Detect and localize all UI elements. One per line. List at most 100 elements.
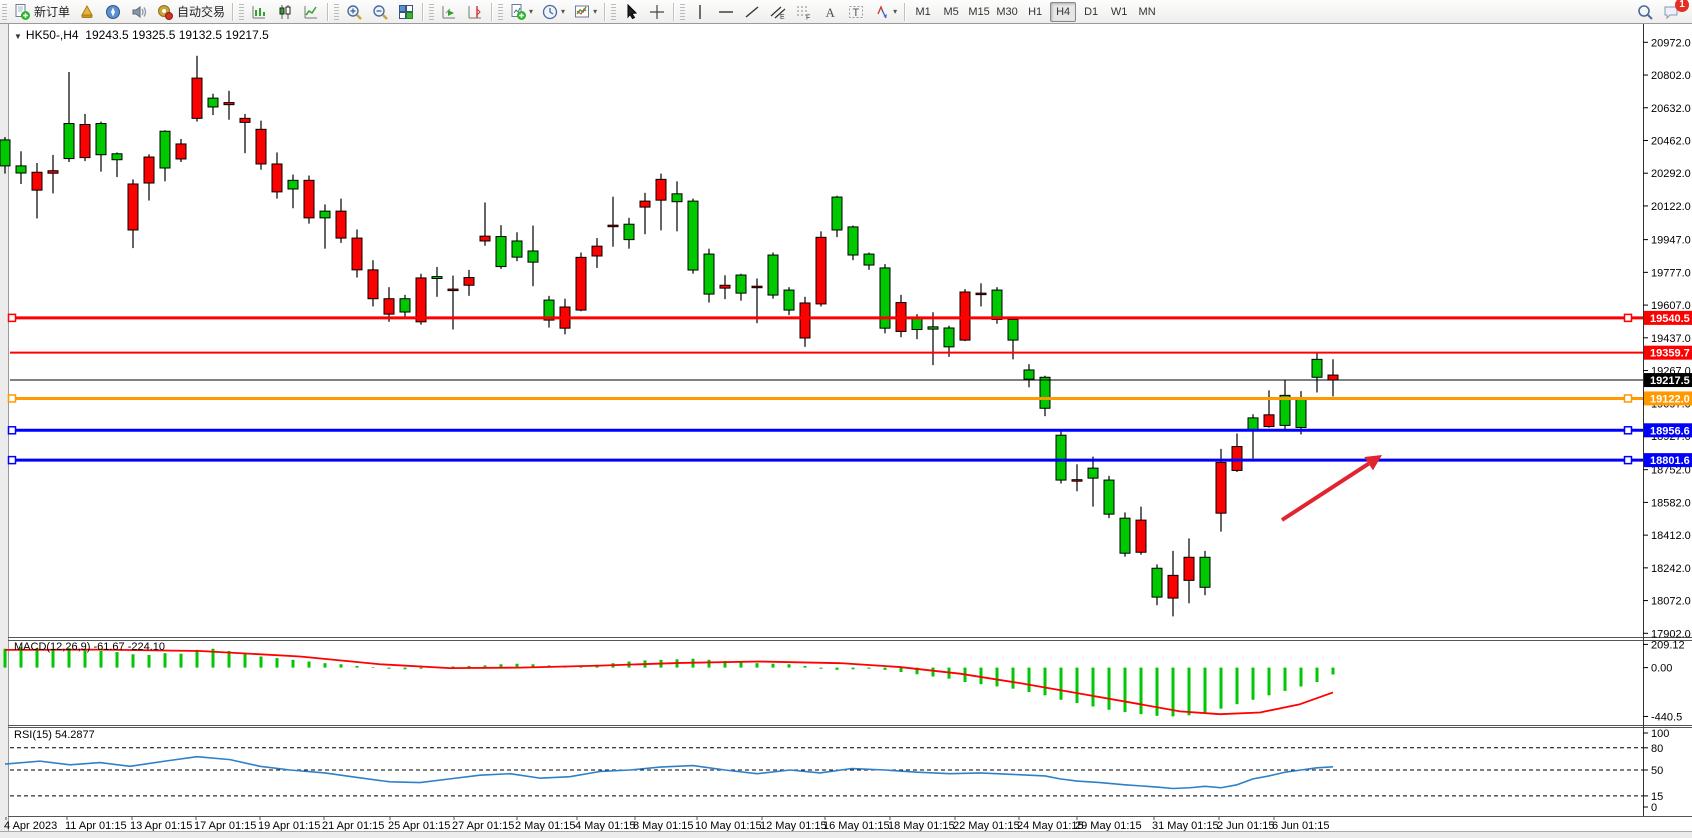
rsi-axis-tick: 80 (1651, 743, 1663, 755)
tile-windows-button[interactable] (393, 1, 419, 23)
cursor-button[interactable] (618, 1, 644, 23)
timeframe-button-mn[interactable]: MN (1138, 5, 1156, 18)
timeframe-button-m1[interactable]: M1 (915, 5, 931, 18)
candle (351, 229, 363, 278)
text-icon: A (821, 3, 839, 21)
templates-button[interactable]: ▾ (569, 1, 601, 23)
autoscroll-button[interactable] (436, 1, 462, 23)
timeframe-button-m15[interactable]: M15 (968, 5, 990, 18)
line-handle[interactable] (7, 313, 17, 323)
toolbar-grip (429, 3, 435, 20)
bar-chart-button[interactable] (246, 1, 272, 23)
periods-button[interactable]: ▾ (537, 1, 569, 23)
candle (47, 154, 59, 194)
candle (863, 252, 875, 270)
candle (591, 238, 603, 268)
time-axis-label: 21 Apr 01:15 (322, 820, 384, 832)
chevron-down-icon[interactable]: ▾ (593, 7, 598, 16)
candle (79, 113, 91, 162)
chart-shift-icon (466, 3, 484, 21)
price-axis-tick: 18412.0 (1651, 530, 1691, 542)
navigator-button[interactable] (100, 1, 126, 23)
toolbar-search-button[interactable] (1632, 1, 1658, 23)
line-handle[interactable] (7, 426, 17, 435)
cursor-icon (622, 3, 640, 21)
indicators-button[interactable]: ▾ (505, 1, 537, 23)
channel-button[interactable]: E (765, 1, 791, 23)
candle (495, 225, 507, 269)
price-badge: 19122.0 (1644, 391, 1692, 406)
line-handle[interactable] (1623, 426, 1633, 435)
chart-shift-button[interactable] (462, 1, 488, 23)
new-order-button[interactable]: 新订单 (9, 1, 74, 23)
crosshair-icon (648, 3, 666, 21)
chevron-down-icon[interactable]: ▾ (529, 7, 534, 16)
vline-button[interactable] (687, 1, 713, 23)
zoom-in-button[interactable] (341, 1, 367, 23)
line-handle[interactable] (7, 394, 17, 403)
candle (255, 120, 267, 170)
trendline-button[interactable] (739, 1, 765, 23)
label-button[interactable]: T (843, 1, 869, 23)
candle-chart-button[interactable] (272, 1, 298, 23)
candle (207, 93, 219, 116)
candle (367, 260, 379, 307)
candle (1103, 475, 1115, 519)
line-handle[interactable] (7, 455, 17, 465)
news-button[interactable] (126, 1, 152, 23)
symbol-dropdown-icon[interactable]: ▼ (14, 32, 22, 41)
timeframe-button-d1[interactable]: D1 (1084, 5, 1099, 18)
candle (623, 217, 635, 249)
macd-indicator-label: MACD(12,26,9) -61.67 -224.10 (14, 641, 166, 653)
candle (447, 275, 459, 330)
market-watch-button[interactable] (74, 1, 100, 23)
toolbar-grip (498, 3, 504, 20)
timeframe-button-w1[interactable]: W1 (1110, 5, 1128, 18)
fibo-button[interactable]: F (791, 1, 817, 23)
svg-text:T: T (853, 7, 860, 19)
zoom-out-button[interactable] (367, 1, 393, 23)
line-handle[interactable] (1623, 313, 1633, 323)
candle (927, 312, 939, 366)
hline-button[interactable] (713, 1, 739, 23)
notifications-button[interactable]: 1 (1658, 0, 1689, 23)
trend-arrow[interactable] (1280, 455, 1382, 522)
text-button[interactable]: A (817, 1, 843, 23)
timeframe-button-m5[interactable]: M5 (943, 5, 959, 18)
line-chart-button[interactable] (298, 1, 324, 23)
price-axis-tick: 20292.0 (1651, 168, 1691, 180)
price-badge: 19359.7 (1644, 345, 1692, 360)
line-handle[interactable] (1623, 455, 1633, 465)
new-order-icon (13, 3, 31, 21)
time-axis-label: 25 Apr 01:15 (388, 820, 450, 832)
arrows-button[interactable]: ▾ (869, 1, 901, 23)
vline-icon (691, 3, 709, 21)
chart-window[interactable] (8, 23, 1692, 831)
price-axis-tick: 18242.0 (1651, 563, 1691, 575)
crosshair-button[interactable] (644, 1, 670, 23)
hline-18801.6[interactable] (7, 455, 1644, 465)
chevron-down-icon[interactable]: ▾ (561, 7, 566, 16)
candle (687, 198, 699, 274)
candle (111, 152, 123, 178)
candle (31, 163, 43, 219)
hline-19540.5[interactable] (7, 313, 1644, 323)
candle (0, 137, 11, 174)
hline-18956.6[interactable] (7, 426, 1644, 435)
timeframe-button-m30[interactable]: M30 (996, 5, 1018, 18)
hline-19122.0[interactable] (7, 394, 1644, 403)
candle (1039, 375, 1051, 417)
candle (1327, 359, 1339, 397)
timeframe-button-h4[interactable]: H4 (1050, 1, 1077, 22)
autoscroll-icon (440, 3, 458, 21)
line-handle[interactable] (1623, 394, 1633, 403)
svg-text:E: E (780, 14, 785, 21)
candle (335, 198, 347, 243)
autotrade-button[interactable]: 自动交易 (152, 1, 229, 23)
candle (399, 294, 411, 319)
chevron-down-icon[interactable]: ▾ (893, 7, 898, 16)
timeframe-button-h1[interactable]: H1 (1028, 5, 1043, 18)
candle (1263, 390, 1275, 428)
time-axis-label: 18 May 01:15 (888, 820, 955, 832)
